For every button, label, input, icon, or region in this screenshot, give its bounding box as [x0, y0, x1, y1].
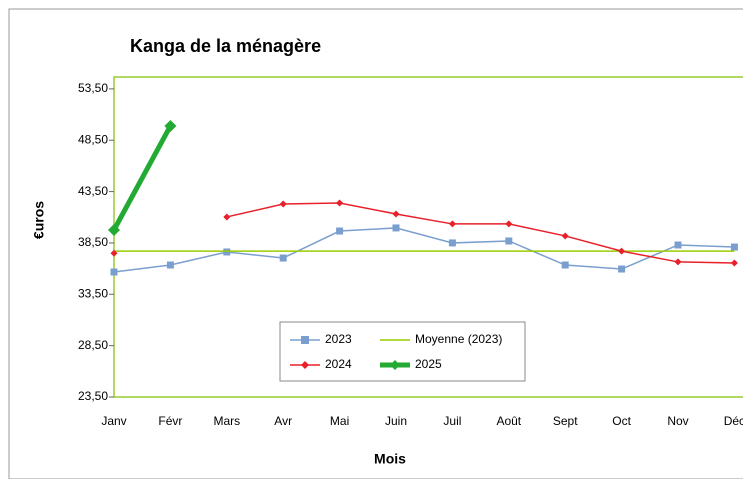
y-tick-label: 23,50 — [78, 389, 108, 403]
legend-label: Moyenne (2023) — [415, 332, 502, 346]
y-tick-label: 28,50 — [78, 338, 108, 352]
marker — [279, 254, 287, 262]
x-tick-label: Nov — [667, 414, 688, 428]
x-tick-label: Janv — [101, 414, 126, 428]
chart-title: Kanga de la ménagère — [130, 36, 321, 56]
legend-marker — [301, 336, 309, 344]
marker — [448, 220, 456, 228]
marker — [618, 265, 626, 273]
y-tick-label: 48,50 — [78, 132, 108, 146]
marker — [730, 259, 738, 267]
x-tick-label: Déc — [724, 414, 743, 428]
marker — [674, 241, 682, 249]
marker — [223, 248, 231, 256]
x-tick-label: Avr — [274, 414, 292, 428]
marker — [561, 261, 569, 269]
marker — [392, 224, 400, 232]
marker — [166, 261, 174, 269]
marker — [336, 227, 344, 235]
x-tick-label: Févr — [158, 414, 182, 428]
legend-marker — [390, 360, 400, 370]
marks — [108, 119, 738, 276]
legend-marker — [301, 361, 309, 369]
marker — [505, 237, 513, 245]
legend-label: 2024 — [325, 357, 352, 371]
marker — [110, 249, 118, 257]
series-line — [226, 202, 735, 264]
marker — [561, 232, 569, 240]
marker — [336, 199, 344, 207]
marker — [223, 213, 231, 221]
y-tick-label: 38,50 — [78, 235, 108, 249]
marker — [392, 210, 400, 218]
x-tick-label: Mai — [330, 414, 349, 428]
x-tick-label: Oct — [612, 414, 631, 428]
y-tick-label: 53,50 — [78, 81, 108, 95]
marker — [674, 258, 682, 266]
marker — [505, 220, 513, 228]
marker — [730, 243, 738, 251]
marker — [108, 223, 120, 236]
series-line — [111, 124, 173, 232]
marker — [448, 239, 456, 247]
legend-box — [279, 321, 526, 382]
y-tick-label: 33,50 — [78, 286, 108, 300]
x-tick-label: Juil — [443, 414, 461, 428]
marker — [110, 268, 118, 276]
x-tick-label: Sept — [553, 414, 578, 428]
x-tick-label: Juin — [385, 414, 407, 428]
x-tick-label: Août — [496, 414, 521, 428]
legend-label: 2025 — [415, 357, 442, 371]
x-tick-label: Mars — [213, 414, 240, 428]
x-axis-label: Mois — [374, 451, 406, 467]
marker — [164, 119, 177, 132]
series-line — [113, 227, 735, 273]
marker — [279, 200, 287, 208]
y-axis-label: €uros — [31, 201, 47, 239]
y-tick-label: 43,50 — [78, 184, 108, 198]
legend-label: 2023 — [325, 332, 352, 346]
marker — [618, 247, 626, 255]
